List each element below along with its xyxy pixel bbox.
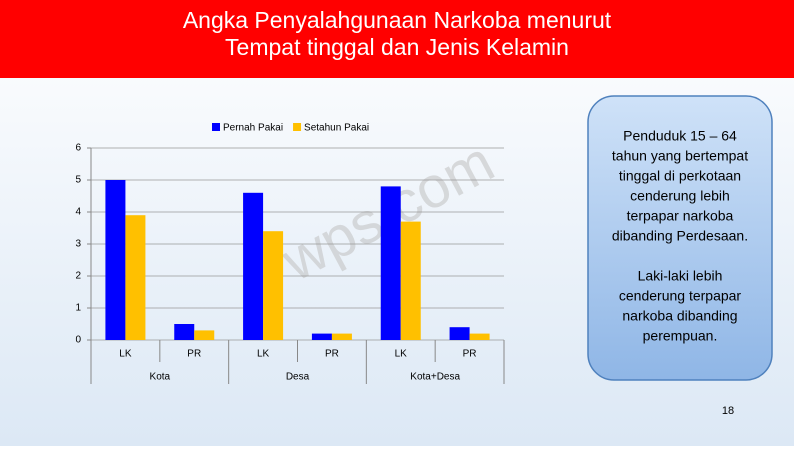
- page-number: 18: [722, 405, 734, 417]
- bar: [194, 330, 215, 340]
- x-tick-label: LK: [119, 349, 132, 360]
- slide-title: Tempat tinggal dan Jenis Kelamin: [225, 34, 569, 60]
- x-tick-label: LK: [395, 349, 408, 360]
- note-text: cenderung lebih: [630, 188, 730, 204]
- bar: [400, 221, 421, 340]
- bar: [105, 180, 126, 340]
- bar: [263, 231, 284, 340]
- legend-label: Setahun Pakai: [304, 123, 369, 134]
- note-text: dibanding Perdesaan.: [612, 228, 748, 244]
- bar: [243, 192, 264, 340]
- bar: [449, 327, 470, 340]
- note-text: Laki-laki lebih: [638, 268, 723, 284]
- bar: [174, 324, 195, 340]
- x-tick-label: PR: [187, 349, 201, 360]
- y-tick-label: 2: [75, 271, 81, 282]
- x-tick-label: PR: [325, 349, 339, 360]
- bar: [311, 333, 332, 340]
- note-text: tinggal di perkotaan: [619, 168, 741, 184]
- y-tick-label: 6: [75, 143, 81, 154]
- note-text: terpapar narkoba: [627, 208, 734, 224]
- note-text: cenderung terpapar: [619, 288, 742, 304]
- y-tick-label: 0: [75, 335, 81, 346]
- legend-swatch: [293, 123, 302, 131]
- group-label: Kota: [150, 372, 171, 383]
- bar: [469, 333, 490, 340]
- bar: [125, 215, 146, 340]
- y-tick-label: 5: [75, 175, 81, 186]
- x-tick-label: LK: [257, 349, 270, 360]
- x-tick-label: PR: [463, 349, 477, 360]
- legend-label: Pernah Pakai: [223, 123, 283, 134]
- note-text: perempuan.: [643, 328, 718, 344]
- note-box: [587, 95, 773, 381]
- y-tick-label: 4: [75, 207, 81, 218]
- header: [0, 0, 794, 78]
- slide-title: Angka Penyalahgunaan Narkoba menurut: [183, 7, 612, 33]
- note-text: Penduduk 15 – 64: [623, 128, 737, 144]
- bar: [380, 186, 401, 340]
- note-text: tahun yang bertempat: [612, 148, 748, 164]
- y-tick-label: 1: [75, 303, 81, 314]
- legend-swatch: [212, 123, 220, 131]
- bar: [331, 333, 352, 340]
- group-label: Desa: [286, 372, 310, 383]
- group-label: Kota+Desa: [410, 372, 460, 383]
- note-text: narkoba dibanding: [622, 308, 737, 324]
- y-tick-label: 3: [75, 239, 81, 250]
